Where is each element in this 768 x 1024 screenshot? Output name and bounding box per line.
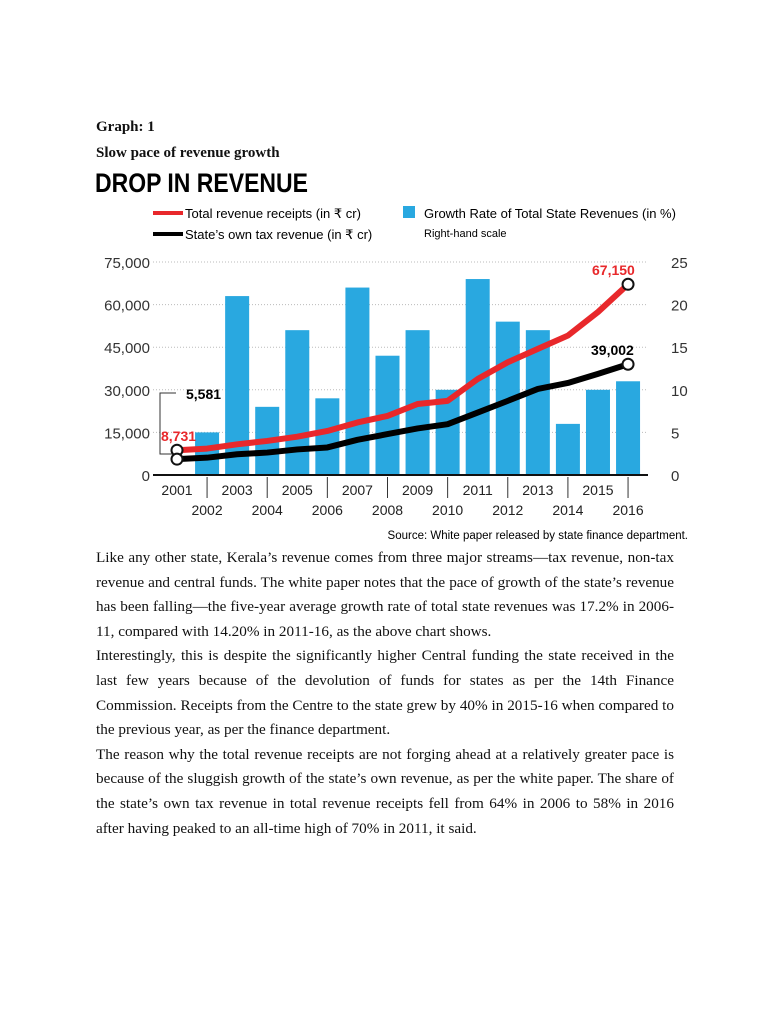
x-tick-label: 2011 [463, 482, 493, 498]
left-tick-label: 15,000 [104, 425, 150, 442]
bar-2016 [616, 381, 641, 475]
x-tick-label: 2016 [612, 502, 643, 518]
x-tick-label: 2006 [312, 502, 343, 518]
paragraph: The reason why the total revenue receipt… [96, 745, 674, 837]
legend-growth-note: Right-hand scale [424, 228, 507, 240]
chart-title: DROP IN REVENUE [95, 168, 308, 198]
x-tick-label: 2013 [522, 482, 553, 498]
legend-own: State’s own tax revenue (in ₹ cr) [185, 227, 372, 242]
left-tick-label: 75,000 [104, 255, 150, 272]
left-tick-label: 30,000 [104, 383, 150, 400]
x-tick-label: 2012 [492, 502, 523, 518]
x-tick-label: 2005 [282, 482, 313, 498]
annotation-own-start: 5,581 [186, 386, 221, 402]
x-tick-label: 2001 [161, 482, 192, 498]
revenue-chart: DROP IN REVENUE Total revenue receipts (… [95, 168, 688, 542]
legend-growth: Growth Rate of Total State Revenues (in … [424, 206, 676, 221]
x-tick-label: 2003 [222, 482, 253, 498]
x-tick-label: 2015 [582, 482, 613, 498]
endpoint-marker [621, 357, 635, 371]
left-tick-label: 0 [142, 468, 150, 485]
bar-2006 [315, 398, 340, 475]
x-tick-label: 2008 [372, 502, 403, 518]
annotation-total-end: 67,150 [592, 262, 635, 278]
legend-total: Total revenue receipts (in ₹ cr) [185, 206, 361, 221]
graph-caption: Slow pace of revenue growth [96, 145, 280, 161]
paragraph: Like any other state, Kerala’s revenue c… [96, 549, 674, 640]
x-tick-label: 2014 [552, 502, 583, 518]
right-tick-label: 25 [671, 255, 688, 272]
x-tick-label: 2004 [252, 502, 283, 518]
own-tax-line [176, 361, 629, 463]
x-tick-label: 2010 [432, 502, 463, 518]
endpoint-marker [621, 277, 635, 291]
annotation-total-start: 8,731 [161, 428, 196, 444]
endpoint-marker [170, 452, 184, 466]
right-tick-label: 10 [671, 383, 688, 400]
x-tick-label: 2002 [191, 502, 222, 518]
bar-2007 [345, 287, 370, 475]
left-tick-label: 45,000 [104, 340, 150, 357]
right-tick-label: 0 [671, 468, 679, 485]
bar-2002 [195, 432, 220, 475]
left-tick-label: 60,000 [104, 298, 150, 315]
x-tick-label: 2007 [342, 482, 373, 498]
bar-2015 [585, 389, 610, 475]
paragraph: Interestingly, this is despite the signi… [96, 647, 674, 739]
total-revenue-line [176, 282, 631, 454]
legend-growth-swatch [403, 206, 415, 218]
graph-label: Graph: 1 [96, 119, 155, 135]
right-tick-label: 15 [671, 340, 688, 357]
right-tick-label: 5 [671, 425, 679, 442]
annotation-own-end: 39,002 [591, 342, 634, 358]
right-tick-label: 20 [671, 298, 688, 315]
x-tick-label: 2009 [402, 482, 433, 498]
chart-source: Source: White paper released by state fi… [388, 530, 688, 542]
bar-2014 [555, 423, 580, 475]
body-text: Like any other state, Kerala’s revenue c… [96, 546, 674, 841]
